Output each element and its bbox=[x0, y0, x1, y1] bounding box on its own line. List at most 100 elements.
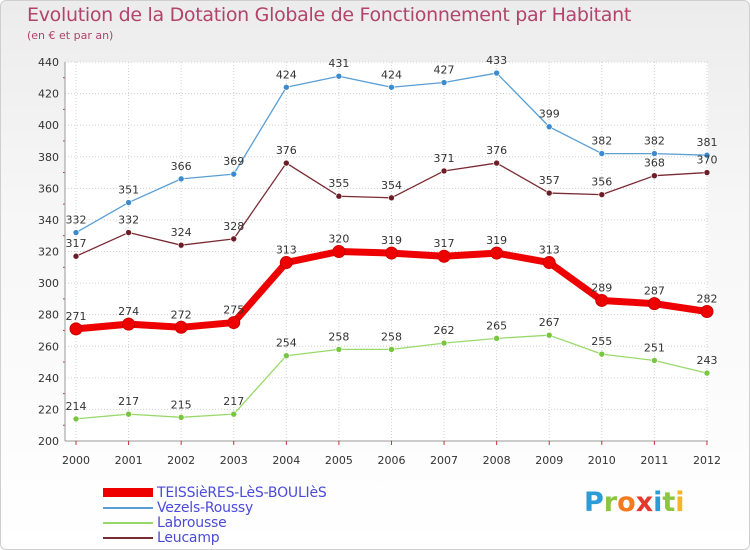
x-tick-label: 2009 bbox=[535, 454, 563, 467]
data-point bbox=[122, 317, 136, 331]
data-label: 217 bbox=[118, 395, 139, 408]
data-point bbox=[440, 79, 448, 86]
data-label: 382 bbox=[591, 135, 612, 148]
x-tick-label: 2008 bbox=[483, 454, 511, 467]
data-label: 258 bbox=[381, 330, 402, 343]
data-point bbox=[545, 189, 553, 197]
data-label: 371 bbox=[434, 152, 455, 165]
logo-letter: i bbox=[675, 487, 685, 518]
data-label: 287 bbox=[644, 285, 665, 298]
data-label: 267 bbox=[539, 316, 560, 329]
data-label: 433 bbox=[486, 54, 507, 67]
data-label: 254 bbox=[276, 337, 297, 350]
data-label: 282 bbox=[696, 293, 717, 306]
data-point bbox=[384, 246, 398, 260]
data-label: 351 bbox=[118, 184, 139, 197]
y-tick-label: 220 bbox=[38, 403, 59, 416]
data-point bbox=[703, 151, 711, 159]
y-tick-label: 260 bbox=[38, 340, 59, 353]
data-label: 382 bbox=[644, 135, 665, 148]
data-point bbox=[335, 192, 343, 200]
data-point bbox=[279, 256, 293, 270]
data-label: 271 bbox=[66, 310, 87, 323]
x-tick-label: 2007 bbox=[430, 454, 458, 467]
data-label: 356 bbox=[591, 176, 612, 189]
data-label: 320 bbox=[328, 233, 349, 246]
data-point bbox=[388, 346, 395, 353]
data-label: 274 bbox=[118, 305, 139, 318]
logo-letter: P bbox=[584, 487, 604, 518]
data-point bbox=[647, 297, 661, 311]
data-label: 317 bbox=[66, 237, 87, 250]
legend-label-leucamp: Leucamp bbox=[157, 529, 220, 546]
data-point bbox=[125, 199, 132, 206]
y-tick-label: 300 bbox=[38, 277, 59, 290]
data-label: 381 bbox=[696, 136, 717, 149]
data-label: 399 bbox=[539, 108, 560, 121]
data-point bbox=[700, 305, 714, 319]
data-label: 215 bbox=[171, 398, 192, 411]
data-point bbox=[283, 352, 290, 360]
data-point bbox=[440, 167, 448, 175]
data-label: 376 bbox=[486, 144, 507, 157]
data-point bbox=[545, 331, 553, 339]
data-label: 319 bbox=[381, 234, 402, 247]
y-tick-label: 280 bbox=[38, 309, 59, 322]
logo-letter: o bbox=[617, 487, 636, 518]
data-label: 289 bbox=[591, 281, 612, 294]
data-label: 424 bbox=[276, 68, 297, 81]
data-label: 369 bbox=[223, 155, 244, 168]
chart-title: Evolution de la Dotation Globale de Fonc… bbox=[27, 4, 632, 26]
logo-letter: r bbox=[603, 487, 618, 518]
x-tick-label: 2004 bbox=[272, 454, 300, 467]
data-point bbox=[598, 150, 606, 157]
legend-item-leucamp: Leucamp bbox=[103, 529, 220, 546]
chart-subtitle: (en € et par an) bbox=[27, 29, 114, 42]
data-point bbox=[177, 414, 185, 421]
data-point bbox=[177, 241, 185, 249]
x-tick-label: 2001 bbox=[115, 454, 143, 467]
data-point bbox=[545, 123, 553, 131]
data-label: 214 bbox=[66, 400, 87, 413]
data-label: 243 bbox=[696, 354, 717, 367]
data-point bbox=[493, 69, 500, 77]
x-tick-label: 2012 bbox=[693, 454, 721, 467]
data-label: 265 bbox=[486, 319, 507, 332]
x-tick-label: 2006 bbox=[377, 454, 405, 467]
data-label: 324 bbox=[171, 226, 192, 239]
data-point bbox=[72, 415, 80, 423]
data-point bbox=[69, 322, 83, 336]
data-label: 354 bbox=[381, 179, 402, 192]
legend-item-teissieres: TEISSièRES-LèS-BOULIèS bbox=[103, 484, 327, 501]
y-tick-label: 400 bbox=[38, 119, 59, 132]
legend-swatch-teissieres bbox=[103, 488, 153, 497]
data-point bbox=[703, 369, 711, 377]
data-label: 262 bbox=[434, 324, 455, 337]
data-label: 355 bbox=[328, 177, 349, 190]
data-point bbox=[227, 316, 241, 330]
data-point bbox=[440, 339, 448, 347]
data-label: 424 bbox=[381, 68, 402, 81]
data-point bbox=[493, 159, 500, 167]
data-label: 332 bbox=[118, 214, 139, 227]
data-label: 272 bbox=[171, 308, 192, 321]
data-label: 251 bbox=[644, 341, 665, 354]
data-label: 328 bbox=[223, 220, 244, 233]
legend-swatch-vezels-roussy bbox=[103, 506, 153, 509]
data-point bbox=[437, 249, 451, 263]
data-label: 370 bbox=[696, 154, 717, 167]
data-label: 427 bbox=[434, 64, 455, 77]
data-point bbox=[388, 194, 395, 202]
y-tick-label: 340 bbox=[38, 214, 59, 227]
data-label: 275 bbox=[223, 304, 244, 317]
data-label: 368 bbox=[644, 157, 665, 170]
logo-letter: t bbox=[662, 487, 676, 518]
data-point bbox=[490, 246, 504, 260]
data-point bbox=[598, 191, 606, 198]
data-point bbox=[493, 335, 500, 342]
legend-label-teissieres: TEISSièRES-LèS-BOULIèS bbox=[157, 484, 327, 501]
data-point bbox=[72, 229, 80, 236]
data-point bbox=[174, 320, 188, 334]
